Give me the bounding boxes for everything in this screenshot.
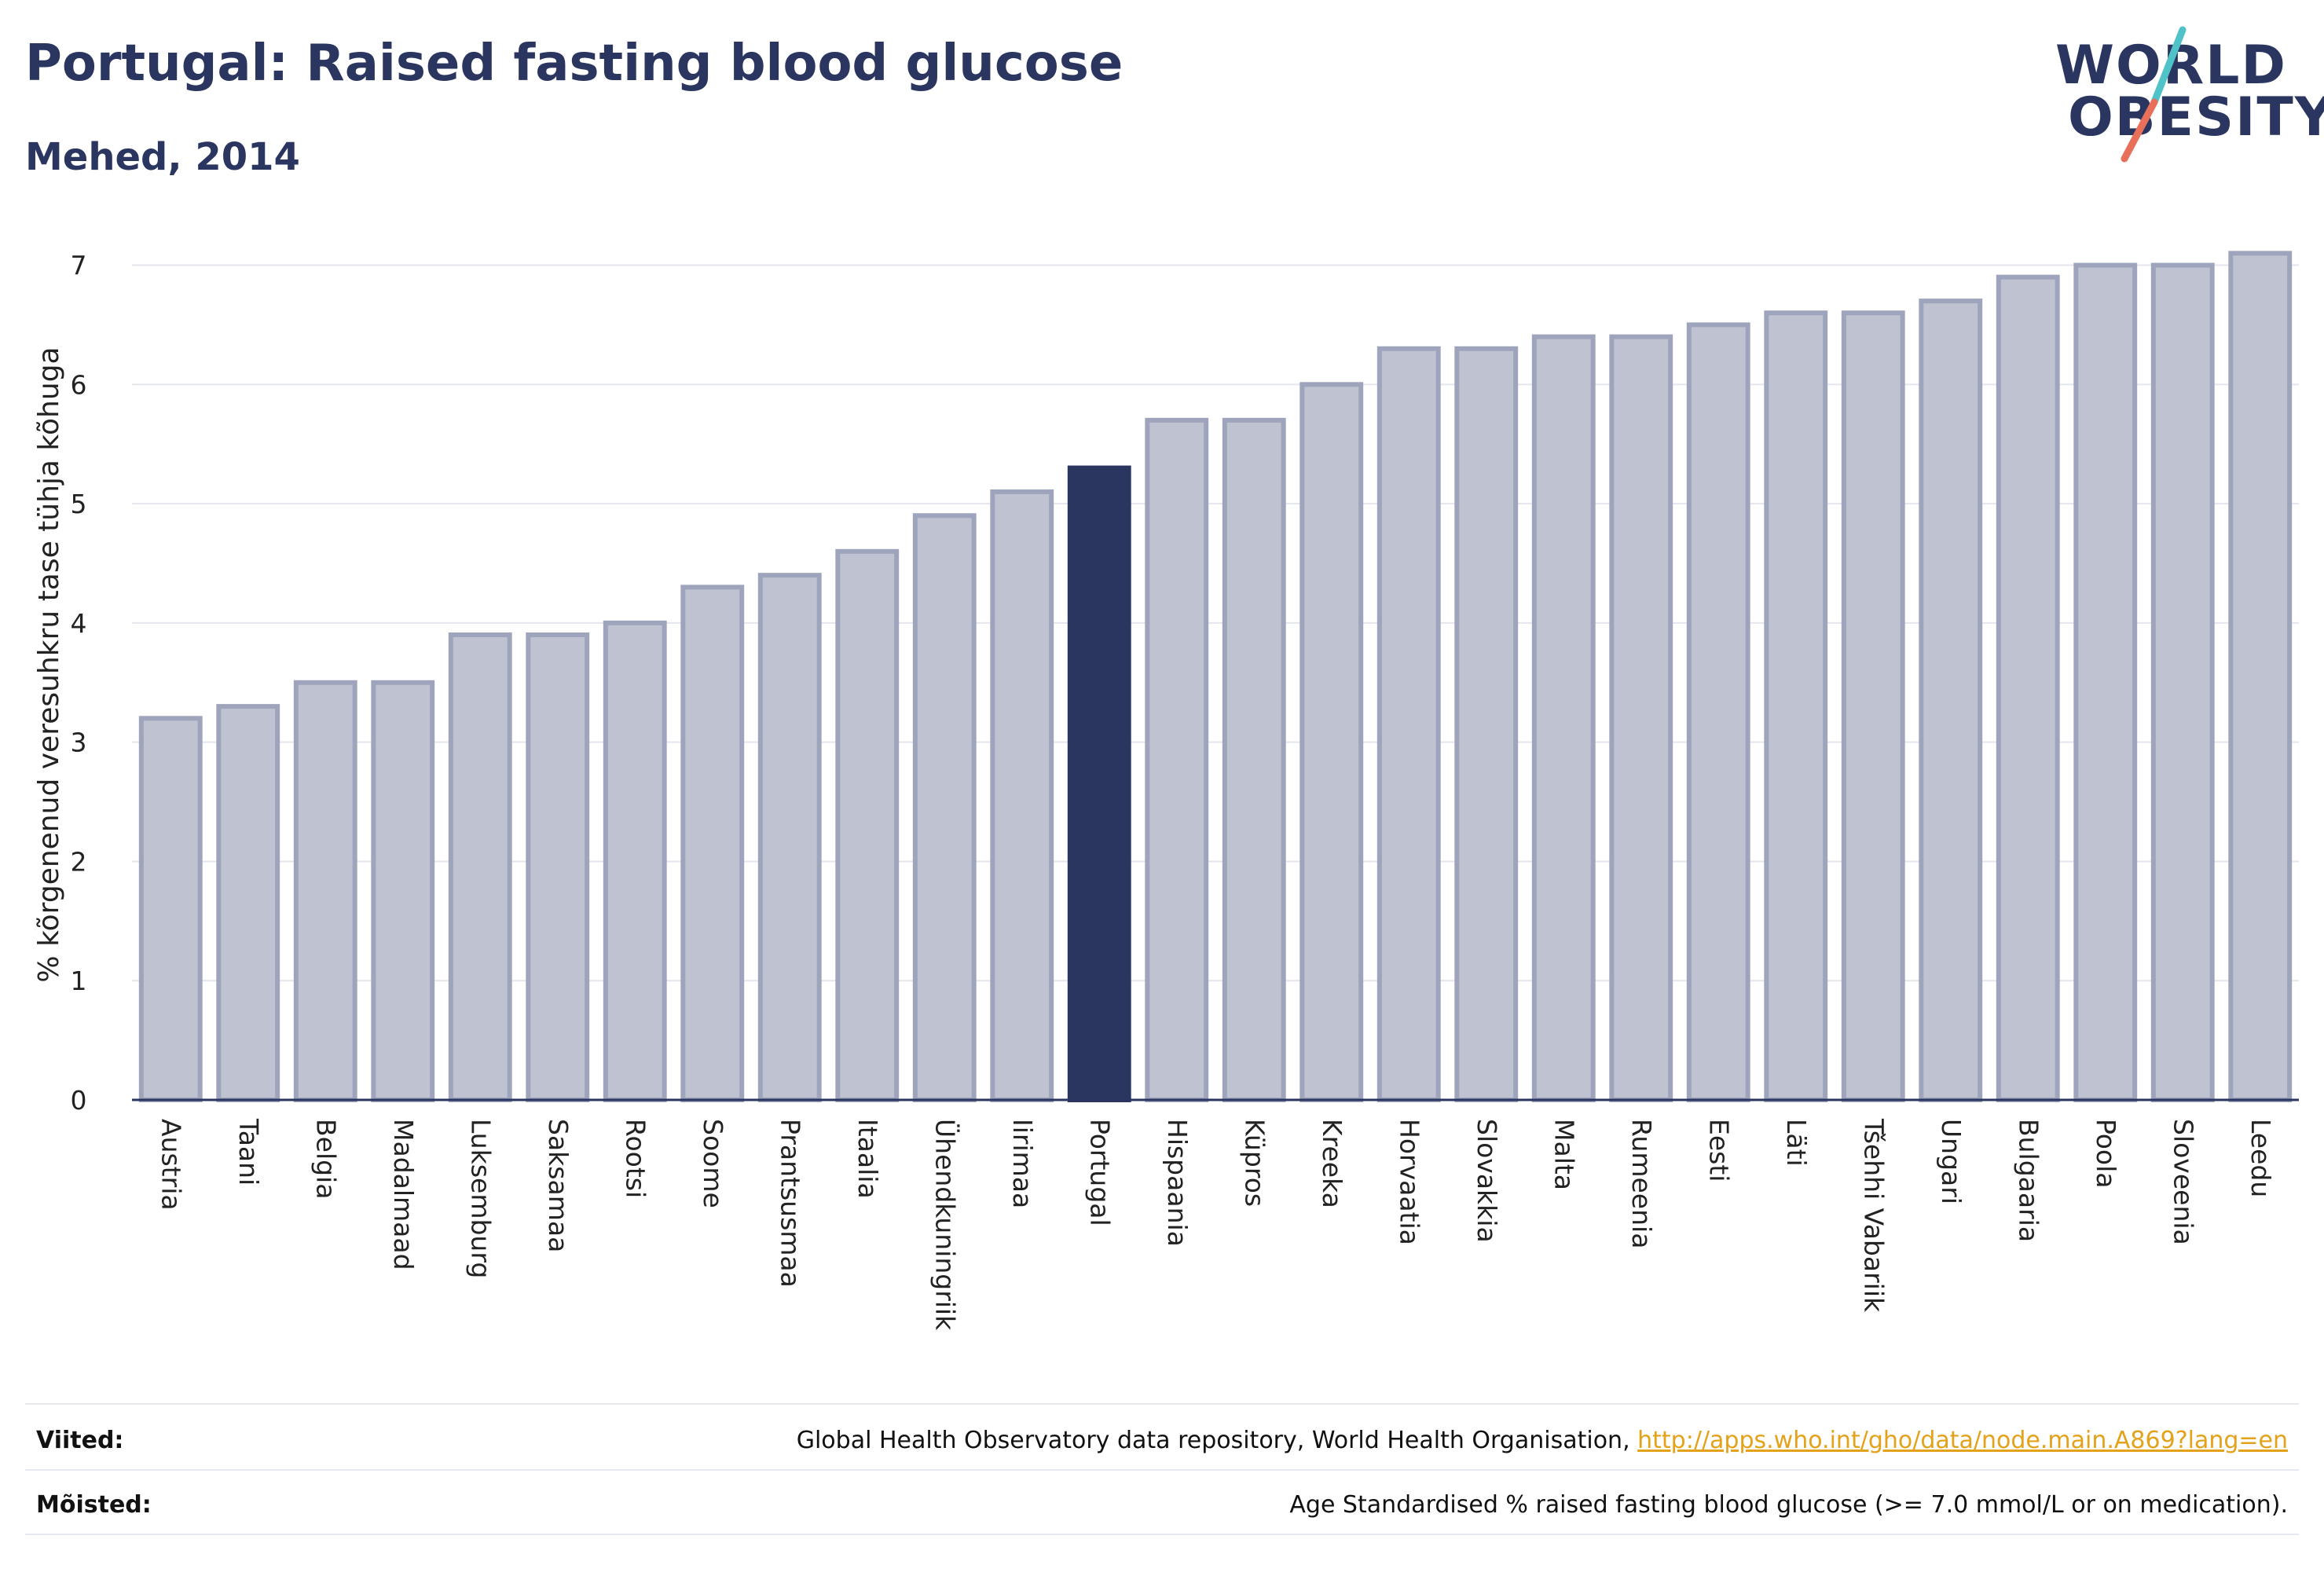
chart-subtitle: Mehed, 2014 — [25, 135, 300, 179]
bar — [371, 680, 435, 1102]
x-tick-label: Malta — [1549, 1119, 1579, 1190]
sources-label: Viited: — [36, 1427, 124, 1454]
bar-highlighted — [1067, 465, 1131, 1102]
bar — [2150, 262, 2215, 1102]
bar — [990, 489, 1054, 1102]
definitions-label: Mõisted: — [36, 1491, 152, 1519]
x-tick-label: Rootsi — [620, 1119, 651, 1198]
x-tick-label: Ühendkuningriik — [929, 1119, 961, 1331]
bar — [216, 704, 280, 1102]
y-axis-title: % kõrgenenud veresuhkru tase tühja kõhug… — [33, 346, 65, 982]
bar — [448, 632, 512, 1102]
y-tick-label: 4 — [71, 608, 87, 639]
bar — [1145, 417, 1209, 1102]
bar — [2228, 251, 2293, 1102]
y-tick-label: 0 — [71, 1085, 87, 1116]
x-tick-label: Portugal — [1084, 1119, 1115, 1226]
y-tick-label: 5 — [71, 489, 87, 519]
bar — [1841, 310, 1905, 1102]
bar — [138, 716, 203, 1103]
sources-link[interactable]: http://apps.who.int/gho/data/node.main.A… — [1637, 1427, 2288, 1454]
x-tick-label: Saksamaa — [543, 1119, 574, 1252]
y-tick-label: 1 — [71, 966, 87, 996]
bar — [1299, 382, 1364, 1102]
bar — [757, 573, 822, 1102]
x-tick-label: Rumeenia — [1626, 1119, 1657, 1248]
y-axis-ticks: 0 1 2 3 4 5 6 7 — [71, 251, 87, 1116]
logo-line-2: OBESITY — [2068, 86, 2324, 148]
sources-value: Global Health Observatory data repositor… — [797, 1427, 2288, 1454]
definitions-value: Age Standardised % raised fasting blood … — [1289, 1491, 2288, 1519]
chart-title: Portugal: Raised fasting blood glucose — [25, 35, 1124, 93]
x-tick-label: Belgia — [310, 1119, 341, 1199]
footer-divider-bottom — [25, 1534, 2299, 1535]
bar — [1609, 334, 1673, 1103]
bar — [1996, 274, 2060, 1103]
y-tick-label: 3 — [71, 728, 87, 758]
bar — [1531, 334, 1596, 1103]
x-tick-label: Eesti — [1703, 1119, 1734, 1182]
x-tick-label: Madalmaad — [388, 1119, 419, 1270]
bar — [526, 632, 590, 1102]
x-tick-label: Sloveenia — [2168, 1119, 2198, 1245]
bars — [138, 251, 2293, 1103]
bar — [1764, 310, 1828, 1102]
x-tick-label: Soome — [698, 1119, 728, 1208]
bar — [603, 620, 667, 1102]
x-tick-label: Slovakkia — [1472, 1119, 1502, 1243]
x-tick-label: Tšehhi Vabariik — [1858, 1118, 1889, 1313]
x-tick-label: Prantsusmaa — [775, 1119, 805, 1288]
footer-divider-top — [25, 1403, 2299, 1405]
x-tick-label: Hispaania — [1162, 1119, 1193, 1247]
x-tick-label: Poola — [2091, 1119, 2121, 1189]
bar-chart: 0 1 2 3 4 5 6 7 Austria Taani Belgia Madalmaad Luks… — [33, 251, 2299, 1331]
x-tick-label: Iirimaa — [1007, 1119, 1038, 1208]
x-tick-label: Horvaatia — [1394, 1119, 1424, 1245]
bar — [835, 548, 900, 1102]
x-tick-label: Ungari — [1936, 1119, 1967, 1204]
bar — [2073, 262, 2138, 1102]
bar — [1222, 417, 1286, 1102]
x-tick-label: Taani — [233, 1118, 264, 1186]
x-tick-label: Luksemburg — [465, 1119, 496, 1278]
x-tick-label: Küpros — [1239, 1119, 1270, 1207]
y-tick-label: 6 — [71, 369, 87, 400]
bar — [293, 680, 357, 1102]
world-obesity-logo: WORLD OBESITY — [2043, 24, 2324, 165]
y-tick-label: 2 — [71, 846, 87, 877]
x-tick-label: Läti — [1781, 1119, 1812, 1167]
bar — [1686, 322, 1750, 1102]
y-tick-label: 7 — [71, 251, 87, 281]
x-tick-label: Itaalia — [852, 1119, 883, 1199]
bar — [912, 513, 977, 1102]
x-tick-label: Kreeka — [1317, 1119, 1347, 1208]
bar — [680, 585, 745, 1102]
x-tick-label: Austria — [156, 1119, 186, 1211]
bar — [1919, 299, 1983, 1102]
x-tick-label: Leedu — [2245, 1119, 2276, 1197]
x-tick-label: Bulgaaria — [2013, 1119, 2044, 1242]
x-axis-ticks: Austria Taani Belgia Madalmaad Luksemburg Sak… — [156, 1118, 2276, 1331]
sources-text: Global Health Observatory data repositor… — [796, 1427, 1638, 1454]
logo-slash-icon — [2121, 26, 2187, 163]
bar — [1376, 346, 1441, 1102]
footer-divider-middle — [25, 1469, 2299, 1471]
bar — [1454, 346, 1519, 1102]
